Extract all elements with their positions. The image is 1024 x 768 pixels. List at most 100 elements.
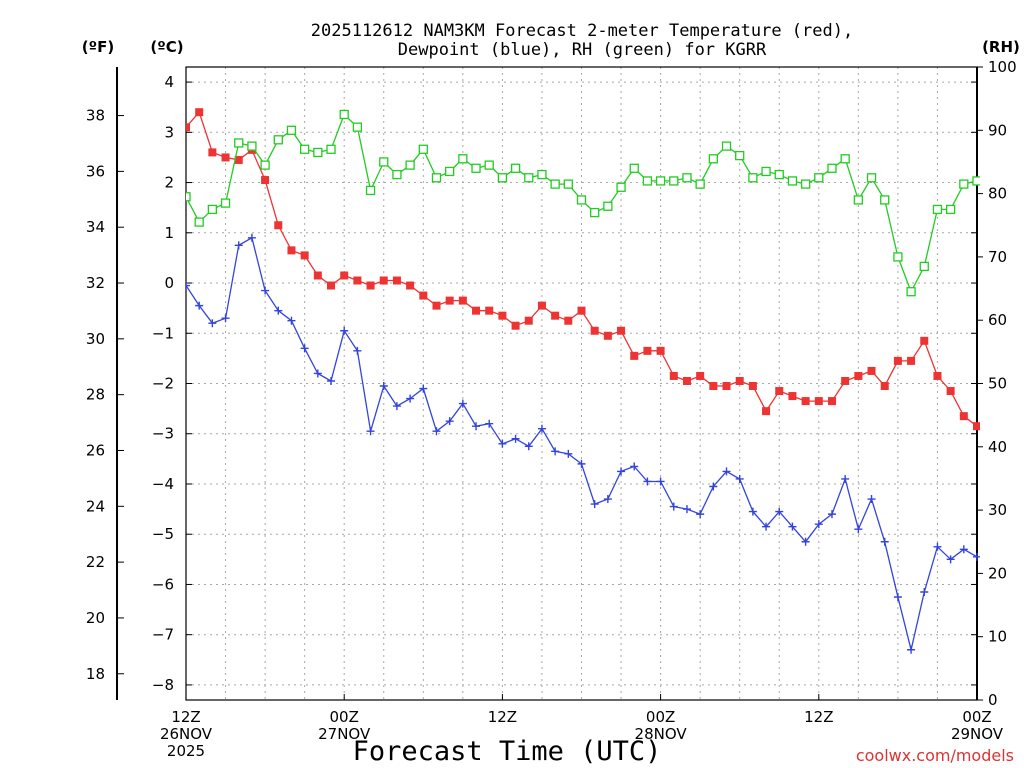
temperature-point — [287, 246, 296, 255]
dewpoint-point — [432, 427, 441, 436]
rh-point — [642, 176, 653, 186]
x-axis-label: Forecast Time (UTC) — [353, 736, 662, 767]
dewpoint-point — [186, 281, 190, 290]
dewpoint-point — [498, 439, 507, 448]
dewpoint-point — [208, 319, 217, 328]
rh-tick-label: 20 — [988, 564, 1007, 582]
rh-point — [629, 163, 639, 173]
temperature-point — [313, 271, 322, 280]
rh-point — [392, 169, 402, 180]
temperature-point — [643, 346, 652, 355]
dewpoint-point — [827, 510, 836, 519]
temperature-point — [669, 371, 678, 380]
temperature-point — [274, 221, 283, 230]
temperature-point — [775, 387, 784, 396]
dewpoint-point — [669, 502, 678, 511]
fahrenheit-tick-label: 34 — [86, 218, 105, 236]
x-tick-label: 00Z — [330, 708, 359, 726]
celsius-tick-label: −3 — [152, 425, 174, 443]
tick-labels: 43210−1−2−3−4−5−6−7−83836343230282624222… — [86, 58, 1017, 760]
celsius-tick-label: −1 — [152, 324, 174, 342]
rh-point — [761, 166, 771, 177]
rh-point — [735, 150, 745, 161]
dewpoint-point — [617, 467, 626, 476]
dewpoint-point — [814, 520, 823, 529]
dewpoint-point — [537, 424, 546, 433]
x-tick-label: 00Z — [962, 708, 991, 726]
dewpoint-series — [186, 233, 980, 654]
rh-point — [866, 173, 877, 183]
rh-point — [655, 176, 666, 186]
rh-tick-label: 70 — [988, 248, 1007, 266]
temperature-point — [682, 376, 691, 385]
rh-point — [682, 173, 692, 183]
dewpoint-point — [472, 422, 481, 431]
temperature-point — [696, 371, 705, 380]
rh-point — [418, 144, 428, 154]
fahrenheit-tick-label: 30 — [86, 330, 105, 348]
temperature-point — [366, 281, 375, 290]
dewpoint-point — [907, 645, 916, 654]
rh-point — [286, 125, 297, 135]
celsius-tick-label: 1 — [164, 224, 174, 242]
dewpoint-point — [893, 593, 902, 602]
rh-point — [537, 169, 547, 180]
temperature-point — [300, 251, 309, 260]
celsius-axis-unit: (ºC) — [150, 38, 183, 56]
dewpoint-point — [643, 477, 652, 486]
rh-point — [616, 182, 626, 192]
rh-point — [186, 192, 191, 202]
celsius-tick-label: −4 — [152, 475, 174, 493]
temperature-point — [498, 311, 507, 320]
dewpoint-point — [313, 369, 322, 378]
temperature-point — [788, 392, 797, 401]
temperature-point — [827, 397, 836, 406]
dewpoint-point — [748, 507, 757, 516]
temperature-point — [353, 276, 362, 285]
rh-point — [220, 198, 231, 208]
dewpoint-point — [682, 505, 691, 514]
rh-point — [814, 173, 824, 183]
rh-point — [207, 204, 218, 215]
celsius-tick-label: −6 — [152, 575, 174, 593]
rh-point — [484, 160, 494, 170]
rh-point — [458, 154, 468, 164]
dewpoint-point — [274, 306, 283, 315]
rh-point — [893, 252, 903, 262]
celsius-tick-label: −5 — [152, 525, 174, 543]
dewpoint-point — [577, 459, 586, 468]
dewpoint-point — [419, 384, 428, 393]
rh-tick-label: 90 — [988, 121, 1007, 139]
rh-point — [550, 179, 560, 189]
temperature-point — [617, 326, 626, 335]
temperature-point — [577, 306, 586, 315]
rh-point — [603, 201, 613, 211]
rh-point — [906, 287, 916, 297]
temperature-point — [485, 306, 494, 315]
rh-point — [339, 109, 349, 120]
fahrenheit-tick-label: 24 — [86, 497, 105, 515]
dewpoint-point — [630, 462, 639, 471]
dewpoint-point — [564, 449, 573, 458]
dewpoint-point — [485, 419, 494, 428]
rh-point — [365, 185, 376, 196]
dewpoint-point — [735, 474, 744, 483]
temperature-point — [590, 326, 599, 335]
rh-tick-label: 60 — [988, 311, 1007, 329]
dewpoint-point — [195, 301, 204, 310]
dewpoint-point — [762, 522, 771, 531]
temperature-point — [511, 321, 520, 330]
rh-point — [273, 135, 283, 145]
fahrenheit-tick-label: 22 — [86, 553, 105, 571]
rh-point — [590, 207, 600, 218]
x-tick-label: 12Z — [804, 708, 833, 726]
rh-point — [721, 141, 732, 151]
rh-tick-label: 80 — [988, 185, 1007, 203]
rh-point — [853, 195, 863, 205]
dewpoint-point — [327, 376, 336, 385]
rh-tick-label: 100 — [988, 58, 1017, 76]
rh-point — [669, 176, 679, 186]
temperature-point — [920, 336, 929, 345]
temperature-point — [208, 148, 217, 157]
